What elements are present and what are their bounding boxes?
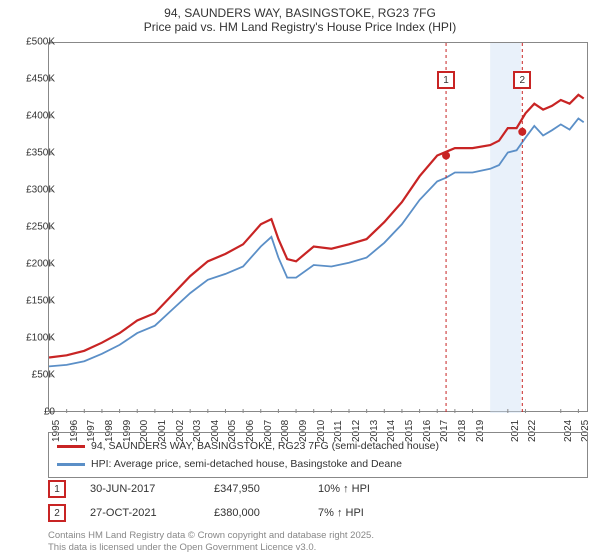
chart-area: 12 xyxy=(48,42,588,412)
legend-text: HPI: Average price, semi-detached house,… xyxy=(91,458,402,470)
y-tick-label: £400K xyxy=(13,111,55,122)
chart-annotation-box: 1 xyxy=(437,71,455,89)
y-tick-label: £250K xyxy=(13,222,55,233)
sale-index-box: 1 xyxy=(48,480,66,498)
legend-row: 94, SAUNDERS WAY, BASINGSTOKE, RG23 7FG … xyxy=(57,437,579,455)
sale-delta: 10% ↑ HPI xyxy=(318,483,370,495)
y-tick-label: £150K xyxy=(13,296,55,307)
y-tick-label: £100K xyxy=(13,333,55,344)
title-line-2: Price paid vs. HM Land Registry's House … xyxy=(0,20,600,34)
sale-row-2: 2 27-OCT-2021 £380,000 7% ↑ HPI xyxy=(48,504,364,522)
footer-attribution: Contains HM Land Registry data © Crown c… xyxy=(48,530,374,554)
legend: 94, SAUNDERS WAY, BASINGSTOKE, RG23 7FG … xyxy=(48,432,588,478)
footer-line-1: Contains HM Land Registry data © Crown c… xyxy=(48,530,374,542)
footer-line-2: This data is licensed under the Open Gov… xyxy=(48,542,374,554)
sale-date: 30-JUN-2017 xyxy=(90,483,190,495)
y-tick-label: £350K xyxy=(13,148,55,159)
sale-date: 27-OCT-2021 xyxy=(90,507,190,519)
sale-price: £380,000 xyxy=(214,507,294,519)
legend-text: 94, SAUNDERS WAY, BASINGSTOKE, RG23 7FG … xyxy=(91,440,439,452)
sale-price: £347,950 xyxy=(214,483,294,495)
chart-annotation-box: 2 xyxy=(513,71,531,89)
y-tick-label: £200K xyxy=(13,259,55,270)
legend-swatch xyxy=(57,463,85,466)
y-tick-label: £500K xyxy=(13,37,55,48)
legend-swatch xyxy=(57,445,85,448)
legend-row: HPI: Average price, semi-detached house,… xyxy=(57,455,579,473)
chart-title-block: 94, SAUNDERS WAY, BASINGSTOKE, RG23 7FG … xyxy=(0,0,600,36)
sale-row-1: 1 30-JUN-2017 £347,950 10% ↑ HPI xyxy=(48,480,370,498)
line-chart xyxy=(49,43,589,413)
title-line-1: 94, SAUNDERS WAY, BASINGSTOKE, RG23 7FG xyxy=(0,6,600,20)
y-tick-label: £50K xyxy=(13,370,55,381)
y-tick-label: £300K xyxy=(13,185,55,196)
sale-index-box: 2 xyxy=(48,504,66,522)
y-tick-label: £450K xyxy=(13,74,55,85)
y-tick-label: £0 xyxy=(13,407,55,418)
sale-delta: 7% ↑ HPI xyxy=(318,507,364,519)
